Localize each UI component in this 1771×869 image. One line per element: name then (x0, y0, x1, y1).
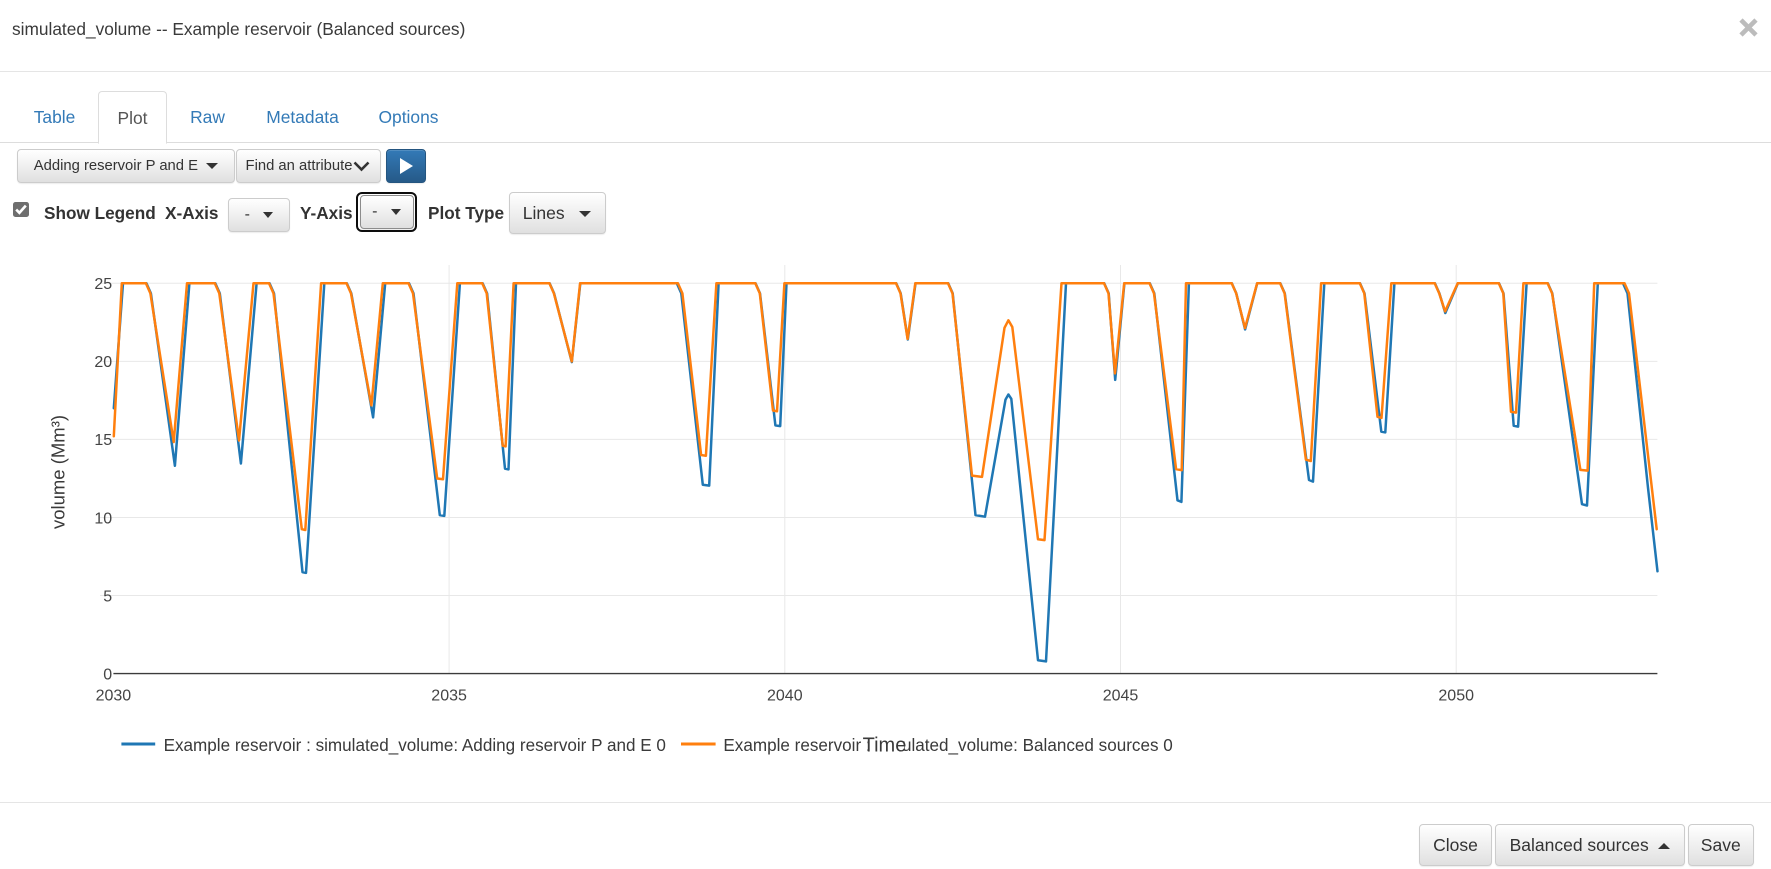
svg-text:5: 5 (103, 588, 112, 605)
svg-text:2045: 2045 (1103, 688, 1139, 705)
svg-text:0: 0 (103, 666, 112, 683)
svg-text:15: 15 (94, 432, 112, 449)
svg-text:2030: 2030 (96, 688, 132, 705)
svg-text:2035: 2035 (431, 688, 467, 705)
svg-text:2040: 2040 (767, 688, 803, 705)
svg-text:20: 20 (94, 354, 112, 371)
svg-text:25: 25 (94, 276, 112, 293)
svg-text:volume (Mm³): volume (Mm³) (48, 415, 69, 529)
svg-text:Example reservoir : simulated_: Example reservoir : simulated_volume: Ba… (723, 736, 1172, 755)
svg-text:Example reservoir : simulated_: Example reservoir : simulated_volume: Ad… (164, 736, 666, 755)
svg-text:10: 10 (94, 510, 112, 527)
svg-text:2050: 2050 (1438, 688, 1474, 705)
svg-text:Time: Time (863, 735, 907, 757)
